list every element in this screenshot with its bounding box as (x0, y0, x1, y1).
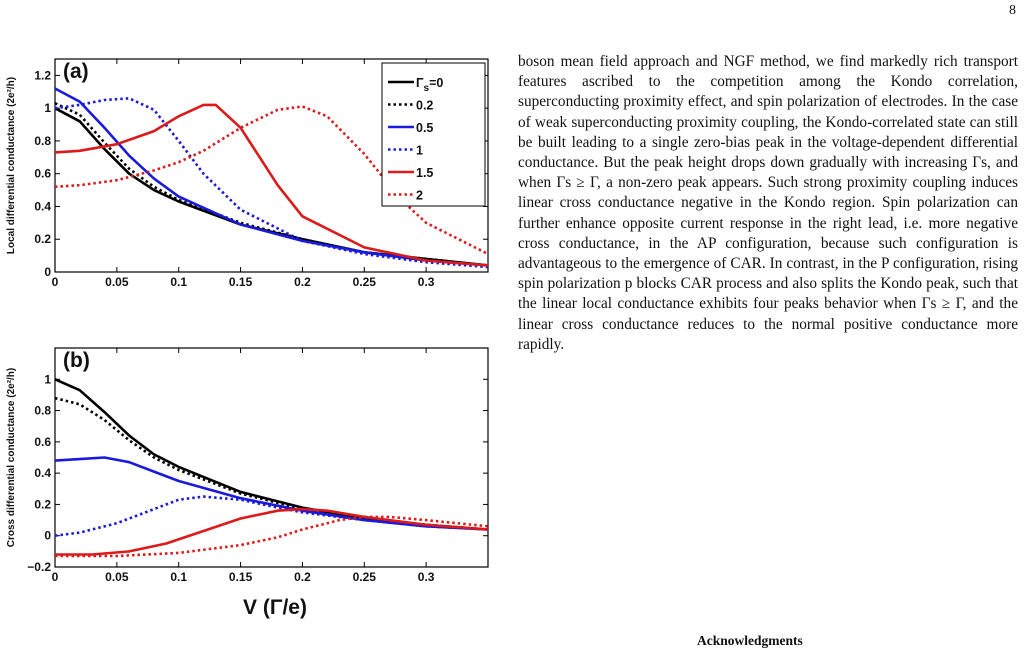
legend-entry: 0.5 (416, 121, 433, 135)
body-paragraph: boson mean field approach and NGF method… (518, 53, 1018, 353)
x-tick-label: 0.3 (418, 275, 435, 289)
x-tick-label: 0.15 (229, 275, 253, 289)
y-tick-label: 1 (44, 101, 51, 115)
x-tick-label: 0.1 (170, 275, 187, 289)
legend: Γs=0 0.2 0.5 1 1.5 2 (381, 62, 486, 207)
x-tick-label: 0 (52, 275, 59, 289)
y-tick-label: 1.2 (34, 68, 51, 82)
page-number: 8 (1009, 3, 1016, 18)
panel-label: (a) (63, 60, 89, 83)
plot-frame (54, 347, 489, 568)
y-tick-label: 0.4 (34, 199, 51, 213)
y-tick-label: −0.2 (27, 560, 51, 574)
legend-box (381, 62, 486, 207)
x-tick-label: 0 (52, 570, 59, 584)
legend-entry: 1 (416, 144, 423, 158)
legend-entry: 2 (416, 189, 423, 203)
panel-b-cross-conductance: 0 0.05 0.1 0.15 0.2 0.25 0.3−0.200.20.40.60.81… (6, 347, 489, 584)
series-line-2 (55, 515, 489, 558)
y-tick-label: 0.8 (34, 404, 51, 418)
x-axis-label: V (Γ/e) (243, 596, 307, 619)
y-tick-label: 0.2 (34, 497, 51, 511)
series-line-0-5 (54, 87, 489, 267)
legend-entry: 0.2 (416, 99, 433, 113)
y-tick-label: 1 (44, 372, 51, 386)
y-axis-label: Cross differential conductance (2e²/h) (6, 368, 17, 547)
x-tick-label: 0.1 (170, 570, 187, 584)
series-line-1-5 (55, 507, 489, 556)
y-tick-label: 0.6 (34, 167, 51, 181)
x-tick-label: 0.25 (353, 275, 377, 289)
panel-label: (b) (63, 349, 90, 372)
y-tick-label: 0.2 (34, 232, 51, 246)
series-line-0-5 (54, 456, 489, 531)
x-tick-label: 0.2 (294, 275, 311, 289)
plot-frame (54, 58, 489, 273)
series-line-1-5 (54, 103, 489, 267)
x-tick-label: 0.3 (418, 570, 435, 584)
x-tick-label: 0.05 (105, 275, 129, 289)
y-tick-label: 0 (44, 529, 51, 543)
conductance-figure: 0 0.05 0.1 0.15 0.2 0.25 0.3 0 0.2 0.4 0.6 0.8 1 1.2 (… (6, 58, 489, 619)
series-line-0-2 (54, 396, 489, 531)
x-tick-label: 0.2 (294, 570, 311, 584)
legend-entry: Γs=0 (416, 76, 443, 94)
y-axis-label: Local differential conductance (2e²/h) (6, 77, 17, 254)
y-tick-label: 0.6 (34, 435, 51, 449)
acknowledgments-heading: Acknowledgments (697, 633, 803, 648)
y-tick-label: 0 (44, 265, 51, 279)
x-tick-label: 0.15 (229, 570, 253, 584)
legend-entry: 1.5 (416, 166, 433, 180)
series-line-1 (54, 495, 489, 537)
x-tick-label: 0.05 (105, 570, 129, 584)
y-tick-label: 0.4 (34, 466, 51, 480)
series-line-1 (54, 97, 489, 269)
x-tick-label: 0.25 (353, 570, 377, 584)
series-line-0 (54, 378, 489, 531)
y-tick-label: 0.8 (34, 134, 51, 148)
